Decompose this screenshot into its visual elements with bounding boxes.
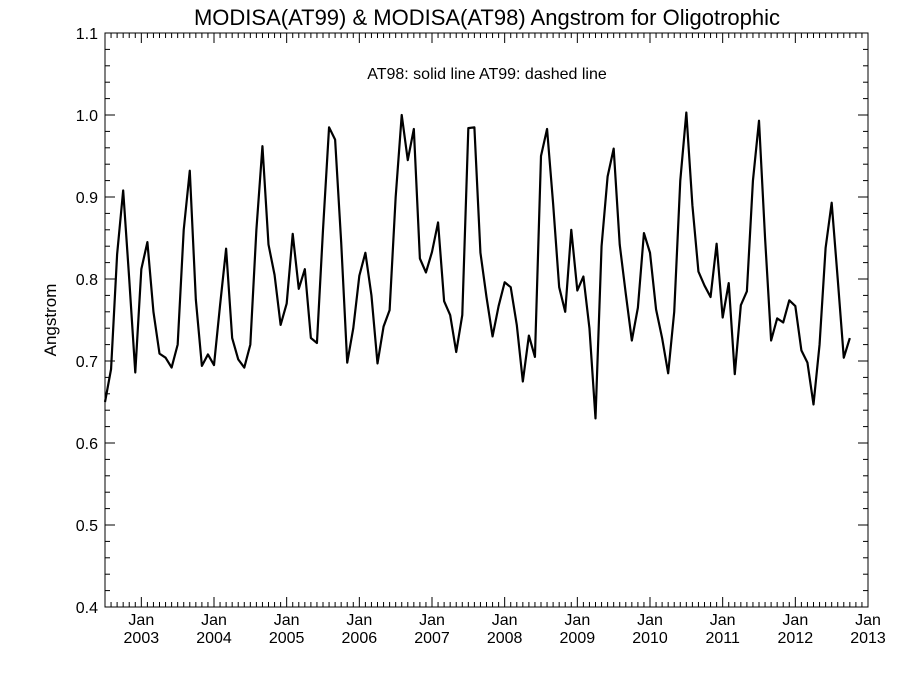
x-tick-month-label: Jan: [346, 612, 372, 629]
y-tick-label: 0.5: [76, 518, 98, 535]
chart-annotation: AT98: solid line AT99: dashed line: [367, 66, 607, 83]
y-axis-ticks: 0.4 0.5 0.6 0.7 0.8 0.9 1.0 1.1: [76, 26, 868, 617]
x-tick-month-label: Jan: [128, 612, 154, 629]
x-tick-year-label: 2013: [850, 630, 886, 647]
x-tick-month-label: Jan: [710, 612, 736, 629]
series-lines: [103, 111, 851, 420]
x-tick-year-label: 2005: [269, 630, 305, 647]
x-tick-month-label: Jan: [564, 612, 590, 629]
y-tick-label: 0.4: [76, 600, 98, 617]
y-tick-label: 1.1: [76, 26, 98, 43]
series-line-at98: [103, 111, 851, 420]
x-tick-year-label: 2008: [487, 630, 523, 647]
x-tick-month-label: Jan: [201, 612, 227, 629]
x-tick-year-label: 2003: [124, 630, 160, 647]
x-tick-year-label: 2012: [778, 630, 814, 647]
x-tick-year-label: 2007: [414, 630, 450, 647]
x-tick-month-label: Jan: [637, 612, 663, 629]
x-tick-year-label: 2009: [560, 630, 596, 647]
y-tick-label: 0.8: [76, 272, 98, 289]
y-tick-label: 0.7: [76, 354, 98, 371]
x-tick-month-label: Jan: [855, 612, 881, 629]
chart-title: MODISA(AT99) & MODISA(AT98) Angstrom for…: [194, 5, 780, 30]
x-tick-year-label: 2004: [196, 630, 232, 647]
x-tick-month-label: Jan: [274, 612, 300, 629]
x-tick-month-label: Jan: [782, 612, 808, 629]
x-tick-month-label: Jan: [419, 612, 445, 629]
x-tick-year-label: 2006: [342, 630, 378, 647]
x-tick-month-label: Jan: [492, 612, 518, 629]
y-tick-label: 0.6: [76, 436, 98, 453]
x-axis-ticks: Jan2003Jan2004Jan2005Jan2006Jan2007Jan20…: [104, 33, 886, 647]
y-tick-label: 0.9: [76, 190, 98, 207]
y-tick-label: 1.0: [76, 108, 98, 125]
x-tick-year-label: 2011: [705, 630, 740, 647]
y-axis-label: Angstrom: [41, 284, 60, 357]
x-tick-year-label: 2010: [632, 630, 668, 647]
